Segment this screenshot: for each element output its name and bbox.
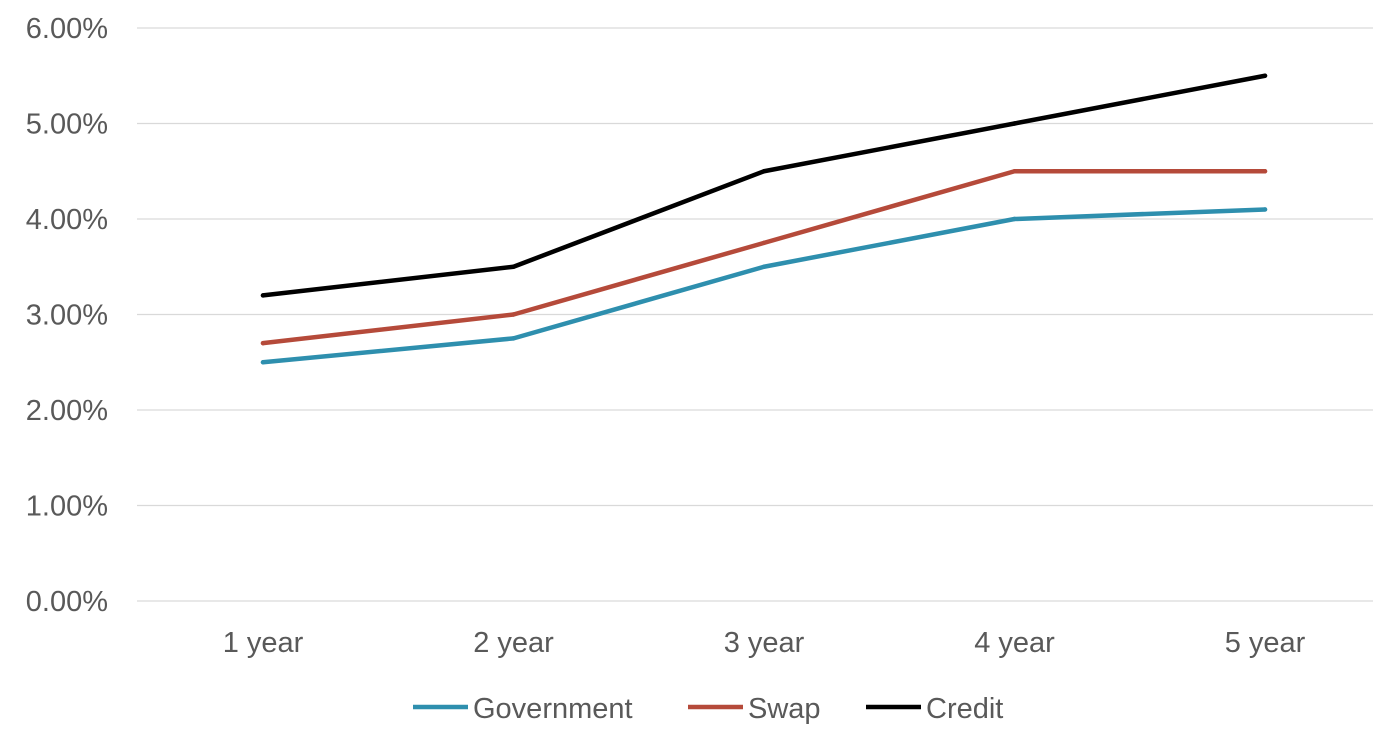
data-point-government <box>761 264 767 269</box>
data-point-government <box>1262 207 1268 212</box>
y-axis-tick-labels: 0.00% 1.00% 2.00% 3.00% 4.00% 5.00% 6.00% <box>26 13 108 618</box>
legend: Government Swap Credit <box>413 693 1003 725</box>
data-point-swap <box>761 240 767 246</box>
y-tick-label: 4.00% <box>26 204 108 236</box>
legend-label: Swap <box>748 693 821 725</box>
x-tick-label: 5 year <box>1225 627 1306 659</box>
x-tick-label: 2 year <box>473 627 554 659</box>
data-point-swap <box>1262 169 1268 174</box>
data-point-credit <box>1012 121 1017 126</box>
data-point-government <box>1012 216 1017 222</box>
data-point-credit <box>511 264 516 269</box>
y-tick-label: 5.00% <box>26 109 108 141</box>
y-tick-label: 6.00% <box>26 13 108 45</box>
x-tick-label: 3 year <box>724 627 805 659</box>
legend-label: Credit <box>926 693 1003 725</box>
x-tick-label: 4 year <box>974 627 1055 659</box>
x-axis-tick-labels: 1 year 2 year 3 year 4 year 5 year <box>223 627 1306 659</box>
y-tick-label: 0.00% <box>26 586 108 618</box>
data-point-swap <box>1012 169 1017 174</box>
gridlines <box>137 27 1373 602</box>
data-point-government <box>511 336 516 341</box>
legend-item-government: Government <box>413 693 633 725</box>
data-point-swap <box>260 340 266 346</box>
data-point-credit <box>761 169 767 174</box>
series-line-swap <box>260 169 1268 346</box>
y-tick-label: 3.00% <box>26 300 108 332</box>
series-lines <box>260 73 1268 365</box>
legend-label: Government <box>473 693 633 725</box>
legend-item-credit: Credit <box>866 693 1003 725</box>
data-point-credit <box>1262 73 1268 78</box>
y-tick-label: 2.00% <box>26 395 108 427</box>
series-line-government <box>260 207 1268 365</box>
y-tick-label: 1.00% <box>26 491 108 523</box>
series-line-credit <box>260 73 1268 298</box>
x-tick-label: 1 year <box>223 627 304 659</box>
data-point-credit <box>260 293 266 298</box>
data-point-government <box>260 360 266 365</box>
legend-item-swap: Swap <box>688 693 821 725</box>
data-point-swap <box>511 312 516 317</box>
